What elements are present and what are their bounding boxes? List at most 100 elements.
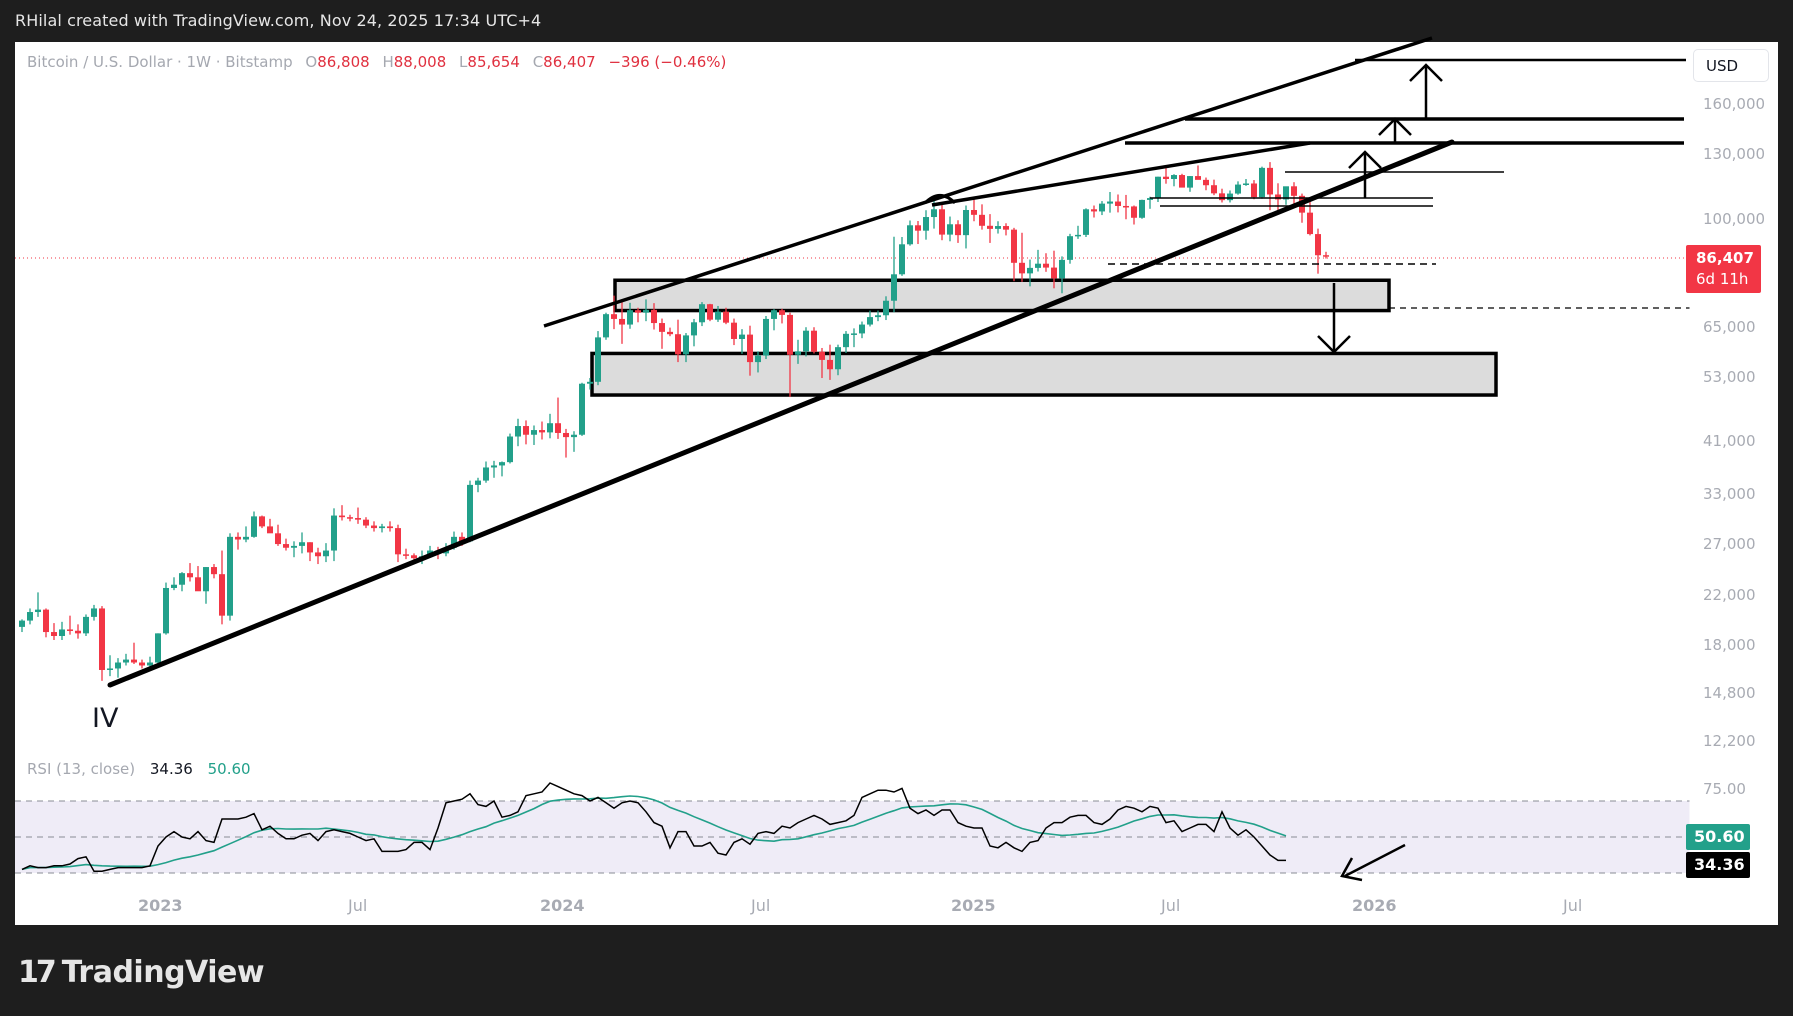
candle bbox=[1179, 175, 1185, 188]
rsi-ma-badge: 50.60 bbox=[1686, 824, 1750, 850]
candle bbox=[715, 311, 721, 320]
candle bbox=[1035, 263, 1041, 268]
candle bbox=[355, 518, 361, 520]
candle bbox=[771, 310, 777, 319]
candle bbox=[939, 209, 945, 235]
candle bbox=[707, 304, 713, 320]
candle bbox=[1283, 186, 1289, 200]
candle bbox=[659, 323, 665, 332]
candle bbox=[187, 573, 193, 578]
open-value: 86,808 bbox=[317, 53, 370, 71]
candle bbox=[195, 577, 201, 592]
rsi-pane bbox=[21, 782, 1287, 872]
price-axis-label: 160,000 bbox=[1703, 95, 1766, 113]
candle bbox=[323, 550, 329, 557]
chart-credit: RHilal created with TradingView.com, Nov… bbox=[15, 11, 542, 30]
candle bbox=[339, 515, 345, 518]
candle bbox=[299, 542, 305, 546]
candle bbox=[571, 434, 577, 438]
candle bbox=[1003, 226, 1009, 230]
lower-demand-zone bbox=[590, 351, 1498, 397]
candle bbox=[155, 633, 161, 663]
candle bbox=[491, 465, 497, 468]
candles bbox=[19, 162, 1329, 681]
candle bbox=[819, 351, 825, 360]
candle bbox=[603, 314, 609, 338]
candle bbox=[115, 662, 121, 669]
candle bbox=[1315, 234, 1321, 256]
candle bbox=[1187, 176, 1193, 188]
candle bbox=[403, 554, 409, 556]
candle bbox=[1307, 212, 1313, 235]
candle bbox=[283, 544, 289, 548]
candle bbox=[411, 555, 417, 559]
candle bbox=[515, 426, 521, 437]
candle bbox=[467, 484, 473, 542]
candle bbox=[27, 612, 33, 621]
rsi-title[interactable]: RSI (13, close) bbox=[27, 760, 136, 778]
candle bbox=[1203, 179, 1209, 186]
candle bbox=[1195, 176, 1201, 180]
candle bbox=[1211, 185, 1217, 194]
tradingview-logo[interactable]: 17 TradingView bbox=[18, 955, 265, 990]
candle bbox=[931, 209, 937, 218]
candle bbox=[907, 225, 913, 245]
time-axis-label: 2025 bbox=[951, 896, 996, 915]
candle bbox=[555, 423, 561, 433]
candle bbox=[643, 309, 649, 313]
candle bbox=[747, 334, 753, 363]
candle bbox=[483, 467, 489, 481]
candle bbox=[1171, 175, 1177, 180]
candle bbox=[99, 608, 105, 670]
candle bbox=[1019, 262, 1025, 274]
candle bbox=[691, 322, 697, 336]
candle bbox=[739, 334, 745, 339]
candle bbox=[1083, 209, 1089, 235]
candle bbox=[523, 426, 529, 435]
price-axis-label: 22,000 bbox=[1703, 586, 1756, 604]
candle bbox=[579, 383, 585, 435]
candle bbox=[395, 528, 401, 555]
chart-frame[interactable] bbox=[15, 42, 1778, 925]
candle bbox=[251, 516, 257, 537]
candle bbox=[627, 310, 633, 325]
candle bbox=[171, 584, 177, 588]
candle bbox=[235, 536, 241, 540]
candle bbox=[563, 432, 569, 438]
tradingview-logo-icon: 17 bbox=[18, 955, 57, 990]
candle bbox=[307, 542, 313, 553]
candle bbox=[955, 224, 961, 236]
candle bbox=[811, 330, 817, 352]
candle bbox=[995, 226, 1001, 229]
price-axis-label: 14,800 bbox=[1703, 684, 1756, 702]
candle bbox=[531, 430, 537, 435]
arc-marker bbox=[923, 194, 957, 205]
candle bbox=[891, 274, 897, 301]
candle bbox=[451, 536, 457, 548]
candle bbox=[1147, 198, 1153, 200]
low-value: 85,654 bbox=[467, 53, 520, 71]
symbol-legend: Bitcoin / U.S. Dollar · 1W · Bitstamp O8… bbox=[27, 53, 727, 71]
close-value: 86,407 bbox=[543, 53, 596, 71]
candle bbox=[75, 630, 81, 634]
currency-selector[interactable]: USD bbox=[1693, 49, 1769, 82]
price-axis-label: 27,000 bbox=[1703, 535, 1756, 553]
candle bbox=[915, 225, 921, 231]
candle bbox=[243, 536, 249, 540]
time-axis-label: Jul bbox=[751, 896, 771, 915]
candle bbox=[979, 214, 985, 226]
candle bbox=[267, 526, 273, 534]
candle bbox=[875, 315, 881, 318]
time-axis-label: 2024 bbox=[540, 896, 585, 915]
symbol-title[interactable]: Bitcoin / U.S. Dollar · 1W · Bitstamp bbox=[27, 53, 293, 71]
upper-demand-zone bbox=[613, 278, 1391, 313]
last-price: 86,407 bbox=[1696, 249, 1754, 267]
up-target-arrow-1-head bbox=[1348, 150, 1382, 169]
candle bbox=[363, 519, 369, 526]
candle bbox=[35, 609, 41, 613]
candle bbox=[1059, 259, 1065, 279]
candle bbox=[1155, 176, 1161, 199]
rsi-ma-value: 50.60 bbox=[207, 760, 251, 778]
candle bbox=[51, 632, 57, 636]
